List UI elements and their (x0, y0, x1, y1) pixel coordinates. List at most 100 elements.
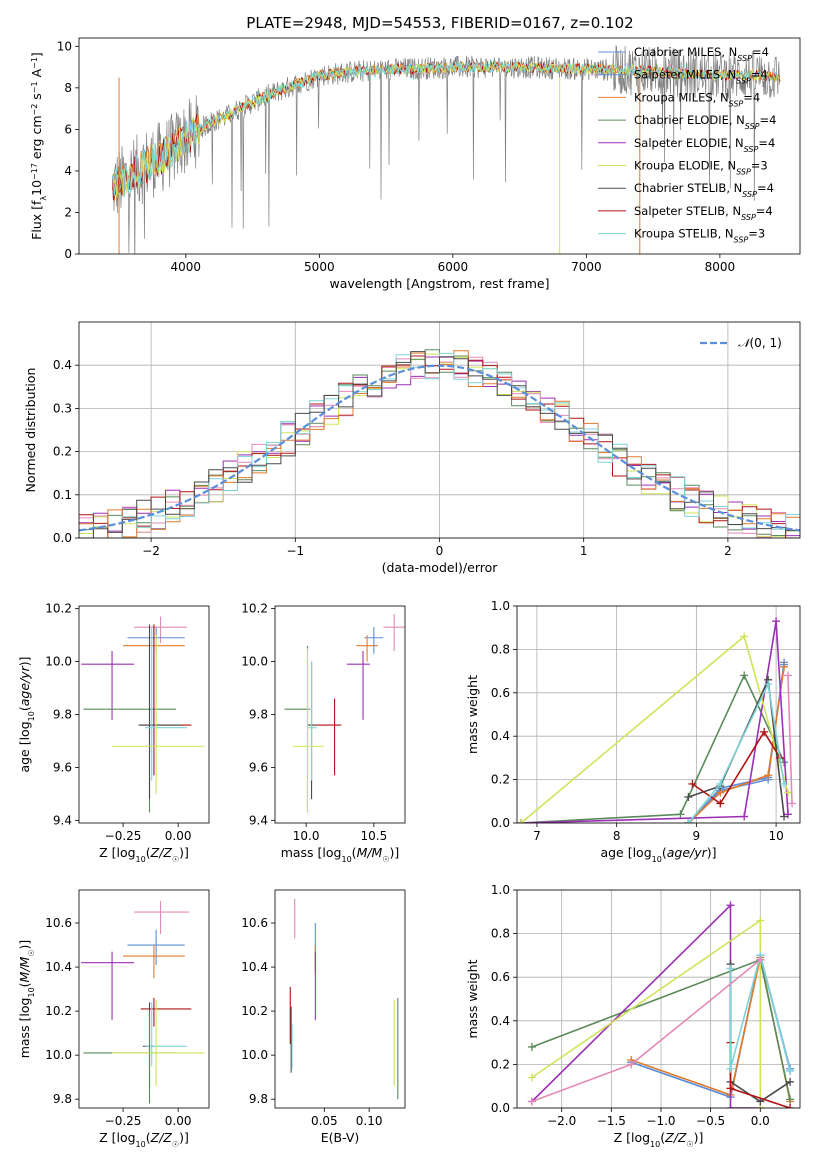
x-axis-label: wavelength [Angstrom, rest frame] (329, 276, 549, 291)
axes-frame (516, 605, 801, 824)
y-axis-label: mass [log10(M/M☉)] (17, 940, 36, 1059)
axes-frame (78, 889, 210, 1109)
errorbar-point (140, 997, 192, 1027)
legend-label: 𝒩(0, 1) (738, 336, 782, 350)
y-axis-label: age [log10(age/yr)] (17, 656, 36, 772)
axes-frame (78, 37, 801, 255)
y-tick-label: 0.2 (53, 445, 72, 459)
errorbar-point (138, 624, 181, 800)
weight-series (527, 901, 765, 1108)
weight-series-line (787, 675, 793, 804)
axes-frame (78, 605, 210, 824)
gaussian-curve (79, 364, 800, 532)
weight-series-line (520, 621, 789, 823)
legend-label: Kroupa STELIB, NSSP=3 (634, 227, 765, 245)
x-tick-label: −2.0 (547, 1114, 576, 1128)
figure-title: PLATE=2948, MJD=54553, FIBERID=0167, z=0… (246, 14, 633, 32)
plot-area (79, 349, 800, 538)
y-tick-label: 6 (64, 122, 72, 136)
y-tick-label: 9.6 (249, 760, 268, 774)
panel-mass_vs_Z: −0.25 0.00 9.8 10.0 10.2 10.4 10.6 Z [log10(Z/Z… (17, 889, 210, 1149)
errorbar-point (81, 650, 135, 720)
y-tick-label: 0.0 (53, 531, 72, 545)
x-tick-label: 0.10 (356, 1114, 383, 1128)
y-tick-label: 0.4 (491, 729, 510, 743)
errorbar-point (81, 951, 135, 1020)
y-tick-label: 10.2 (241, 1004, 268, 1018)
x-tick-label: 8000 (705, 260, 736, 274)
y-tick-label: 0.3 (53, 401, 72, 415)
errorbar-point (292, 648, 324, 813)
y-tick-label: 9.4 (53, 813, 72, 827)
y-tick-label: 0.0 (491, 1101, 510, 1115)
weight-series (527, 955, 765, 1106)
x-tick-label: 6000 (438, 260, 469, 274)
y-tick-label: 0.2 (491, 773, 510, 787)
errorbar-point (112, 1000, 205, 1086)
y-tick-label: 10.2 (45, 602, 72, 616)
weight-series-line (531, 918, 762, 1108)
y-tick-label: 0.0 (491, 816, 510, 830)
errorbar-point (123, 945, 185, 979)
errorbar-point (83, 661, 176, 813)
legend-label: Kroupa ELODIE, NSSP=3 (634, 159, 768, 177)
x-axis-label: Z [log10(Z/Z☉)] (614, 1130, 704, 1149)
legend-label: Salpeter STELIB, NSSP=4 (634, 204, 773, 222)
axes-frame (274, 889, 406, 1109)
x-tick-label: −2 (142, 544, 160, 558)
x-tick-label: −0.25 (105, 1114, 142, 1128)
weight-series-line (688, 676, 785, 817)
x-tick-label: 7000 (571, 260, 602, 274)
plot-area (81, 616, 205, 813)
plot-area (289, 898, 399, 1100)
x-tick-label: −1.5 (597, 1114, 626, 1128)
y-tick-label: 10.0 (241, 1048, 268, 1062)
y-tick-label: 0.4 (53, 358, 72, 372)
x-tick-label: 2 (724, 544, 732, 558)
legend: 𝒩(0, 1) (700, 336, 782, 350)
model-spectrum-line (111, 61, 781, 198)
x-tick-label: 7 (533, 829, 541, 843)
legend-label: Salpeter ELODIE, NSSP=4 (634, 136, 775, 154)
errorbar-point (284, 645, 311, 813)
y-tick-label: 2 (64, 205, 72, 219)
errorbar-point (112, 635, 205, 794)
errorbar-point (383, 613, 405, 651)
x-axis-label: Z [log10(Z/Z☉)] (99, 1130, 189, 1149)
x-tick-label: −0.25 (105, 829, 142, 843)
legend-label: Chabrier ELODIE, NSSP=4 (634, 113, 776, 131)
y-axis-label: Normed distribution (23, 368, 38, 493)
y-tick-label: 10.0 (45, 655, 72, 669)
errorbar-point (310, 698, 342, 776)
y-tick-label: 10.0 (241, 655, 268, 669)
y-tick-label: 0 (64, 247, 72, 261)
y-tick-label: 1.0 (491, 599, 510, 613)
plot-area (517, 617, 797, 823)
axes-frame (274, 605, 406, 824)
y-tick-label: 9.8 (249, 708, 268, 722)
y-tick-label: 10.4 (45, 960, 72, 974)
x-tick-label: 10.5 (360, 829, 387, 843)
errorbar-point (83, 1011, 176, 1104)
y-tick-label: 10.6 (241, 916, 268, 930)
y-axis-label: Flux [fλ10−17 erg cm−2 s−1 A−1] (29, 52, 48, 240)
weight-series-line (687, 666, 785, 823)
axes-frame (516, 889, 801, 1109)
errorbar-point (142, 1002, 154, 1089)
errorbar-point (134, 616, 187, 644)
weight-series-line (531, 903, 761, 1108)
plot-area (111, 44, 781, 254)
panel-mass_vs_ebv: 0.05 0.10 9.8 10.0 10.2 10.4 10.6 E(B-V) (241, 889, 406, 1145)
x-tick-label: −1.0 (646, 1114, 675, 1128)
axes-frame (78, 321, 801, 539)
weight-series-line (687, 662, 785, 823)
legend-label: Salpeter MILES, NSSP=4 (634, 68, 768, 86)
y-tick-label: 9.8 (249, 1092, 268, 1106)
x-tick-label: 4000 (171, 260, 202, 274)
weight-series (684, 680, 789, 823)
plot-area (284, 613, 405, 813)
legend-label: Chabrier MILES, NSSP=4 (634, 45, 769, 63)
y-tick-label: 0.6 (491, 686, 510, 700)
x-tick-label: 0.0 (751, 1114, 770, 1128)
